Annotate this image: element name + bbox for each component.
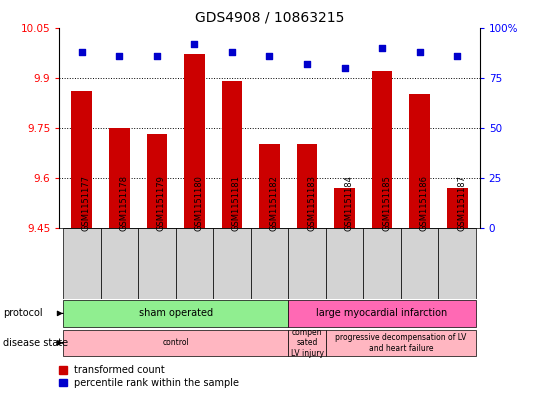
Bar <box>447 188 467 228</box>
Bar <box>363 228 401 299</box>
Bar <box>401 228 438 299</box>
Point <box>453 52 461 59</box>
Bar <box>222 81 243 228</box>
Text: GSM1151179: GSM1151179 <box>157 176 166 231</box>
Bar <box>251 228 288 299</box>
Point <box>340 64 349 71</box>
Text: large myocardial infarction: large myocardial infarction <box>316 309 448 318</box>
Text: GSM1151181: GSM1151181 <box>232 176 241 231</box>
Point <box>303 61 312 67</box>
Text: protocol: protocol <box>3 309 43 318</box>
Text: disease state: disease state <box>3 338 68 348</box>
Bar <box>438 228 476 299</box>
Point <box>190 40 199 47</box>
Bar <box>138 228 176 299</box>
Text: GSM1151178: GSM1151178 <box>119 176 128 231</box>
Point <box>378 44 386 51</box>
Bar <box>147 134 167 228</box>
Text: GSM1151177: GSM1151177 <box>82 176 91 231</box>
Text: control: control <box>162 338 189 347</box>
Text: GSM1151182: GSM1151182 <box>270 176 279 231</box>
Text: GSM1151184: GSM1151184 <box>344 176 354 231</box>
Text: compen
sated
LV injury: compen sated LV injury <box>291 328 323 358</box>
Text: GSM1151185: GSM1151185 <box>382 176 391 231</box>
Text: GSM1151183: GSM1151183 <box>307 176 316 231</box>
Bar <box>288 228 326 299</box>
Bar <box>63 330 288 356</box>
Bar <box>184 54 205 228</box>
Legend: transformed count, percentile rank within the sample: transformed count, percentile rank withi… <box>59 365 239 388</box>
Point <box>227 48 236 55</box>
Title: GDS4908 / 10863215: GDS4908 / 10863215 <box>195 11 344 25</box>
Text: sham operated: sham operated <box>139 309 213 318</box>
Bar <box>326 330 476 356</box>
Bar <box>288 300 476 327</box>
Point <box>265 52 274 59</box>
Bar <box>63 300 288 327</box>
Text: GSM1151187: GSM1151187 <box>457 176 466 231</box>
Point <box>78 48 86 55</box>
Point <box>416 48 424 55</box>
Point <box>115 52 123 59</box>
Bar <box>213 228 251 299</box>
Bar <box>326 228 363 299</box>
Bar <box>296 144 317 228</box>
Bar <box>409 94 430 228</box>
Point <box>153 52 161 59</box>
Bar <box>176 228 213 299</box>
Text: GSM1151180: GSM1151180 <box>195 176 203 231</box>
Bar <box>288 330 326 356</box>
Bar <box>259 144 280 228</box>
Text: progressive decompensation of LV
and heart failure: progressive decompensation of LV and hea… <box>335 333 467 353</box>
Text: GSM1151186: GSM1151186 <box>420 176 429 231</box>
Bar <box>334 188 355 228</box>
Bar <box>63 228 101 299</box>
Bar <box>72 91 92 228</box>
Bar <box>372 71 392 228</box>
Bar <box>109 128 130 228</box>
Bar <box>101 228 138 299</box>
